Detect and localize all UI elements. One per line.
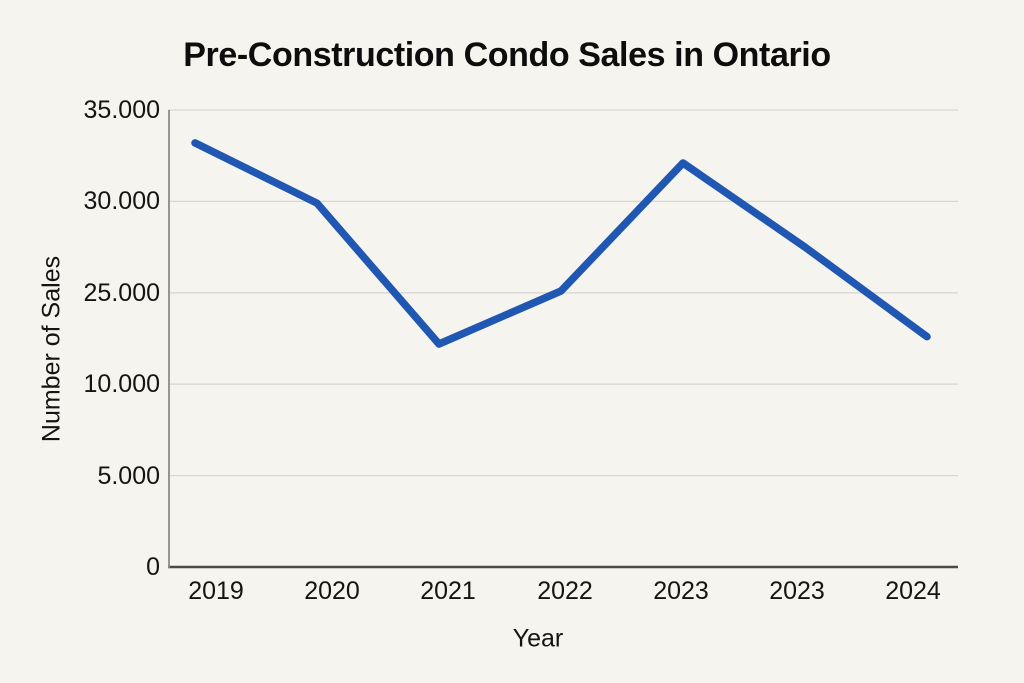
x-axis-title: Year bbox=[512, 624, 564, 653]
y-tick-label: 0 bbox=[146, 553, 160, 581]
sales-line bbox=[191, 139, 931, 348]
x-tick-label: 2023 bbox=[769, 577, 825, 605]
x-tick-label: 2019 bbox=[188, 577, 244, 605]
y-tick-label: 30.000 bbox=[83, 187, 160, 215]
y-tick-label: 10.000 bbox=[83, 370, 160, 398]
x-tick-label: 2024 bbox=[885, 577, 941, 605]
x-tick-label: 2023 bbox=[653, 577, 709, 605]
chart-title: Pre-Construction Condo Sales in Ontario bbox=[183, 36, 831, 74]
y-tick-label: 5.000 bbox=[97, 462, 160, 490]
y-tick-label: 35.000 bbox=[83, 96, 160, 124]
x-tick-label: 2021 bbox=[420, 577, 476, 605]
y-tick-label: 25.000 bbox=[83, 279, 160, 307]
x-tick-label: 2022 bbox=[537, 577, 593, 605]
x-tick-label: 2020 bbox=[304, 577, 360, 605]
